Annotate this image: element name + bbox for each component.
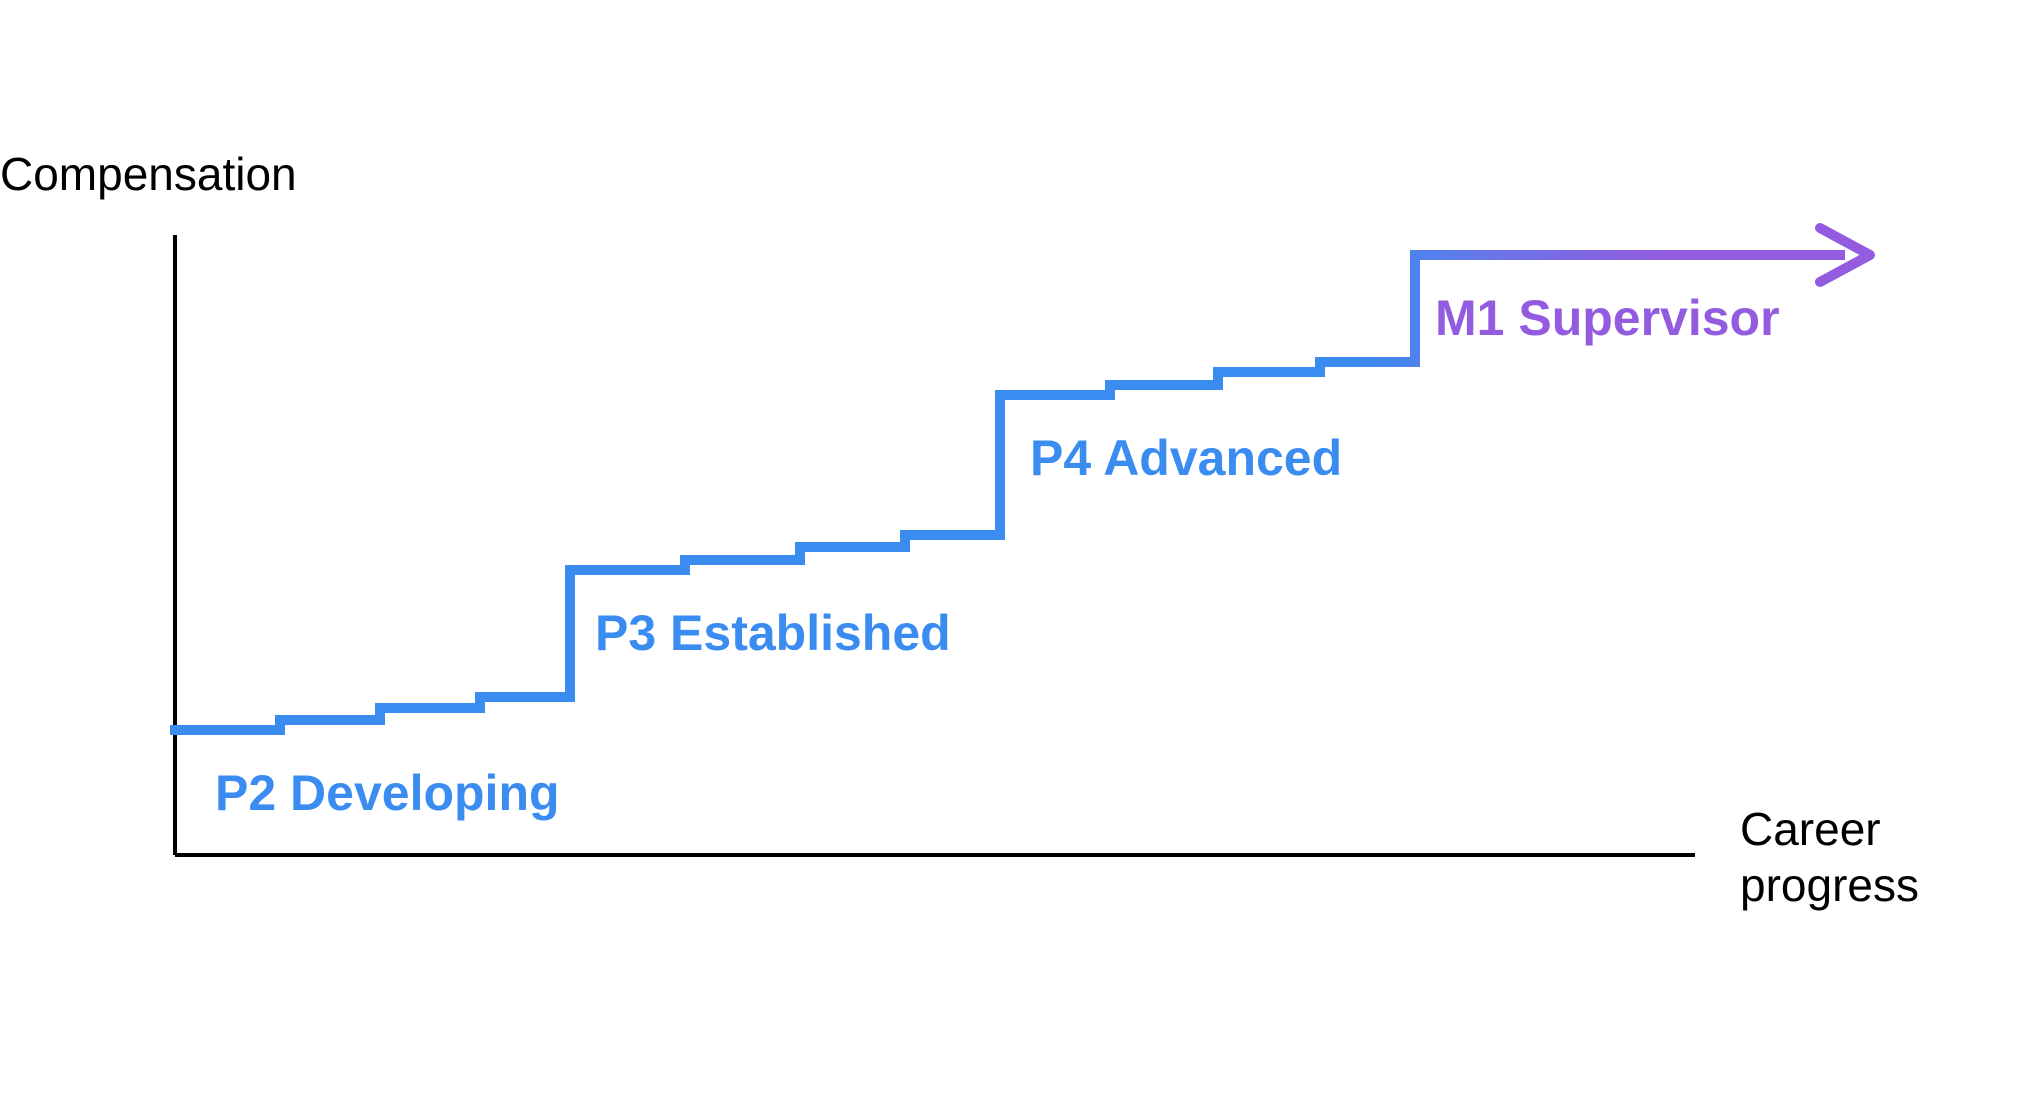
stage-label: P4 Advanced [1030, 430, 1342, 486]
x-axis-label: Careerprogress [1740, 803, 1919, 911]
stage-label: P2 Developing [215, 765, 560, 821]
career-compensation-diagram: Compensation Careerprogress P2 Developin… [0, 0, 2040, 1113]
stage-label: M1 Supervisor [1435, 290, 1780, 346]
stage-label: P3 Established [595, 605, 951, 661]
y-axis-label: Compensation [0, 148, 297, 200]
stage-labels: P2 Developing P3 Established P4 Advanced M1… [215, 290, 1780, 821]
